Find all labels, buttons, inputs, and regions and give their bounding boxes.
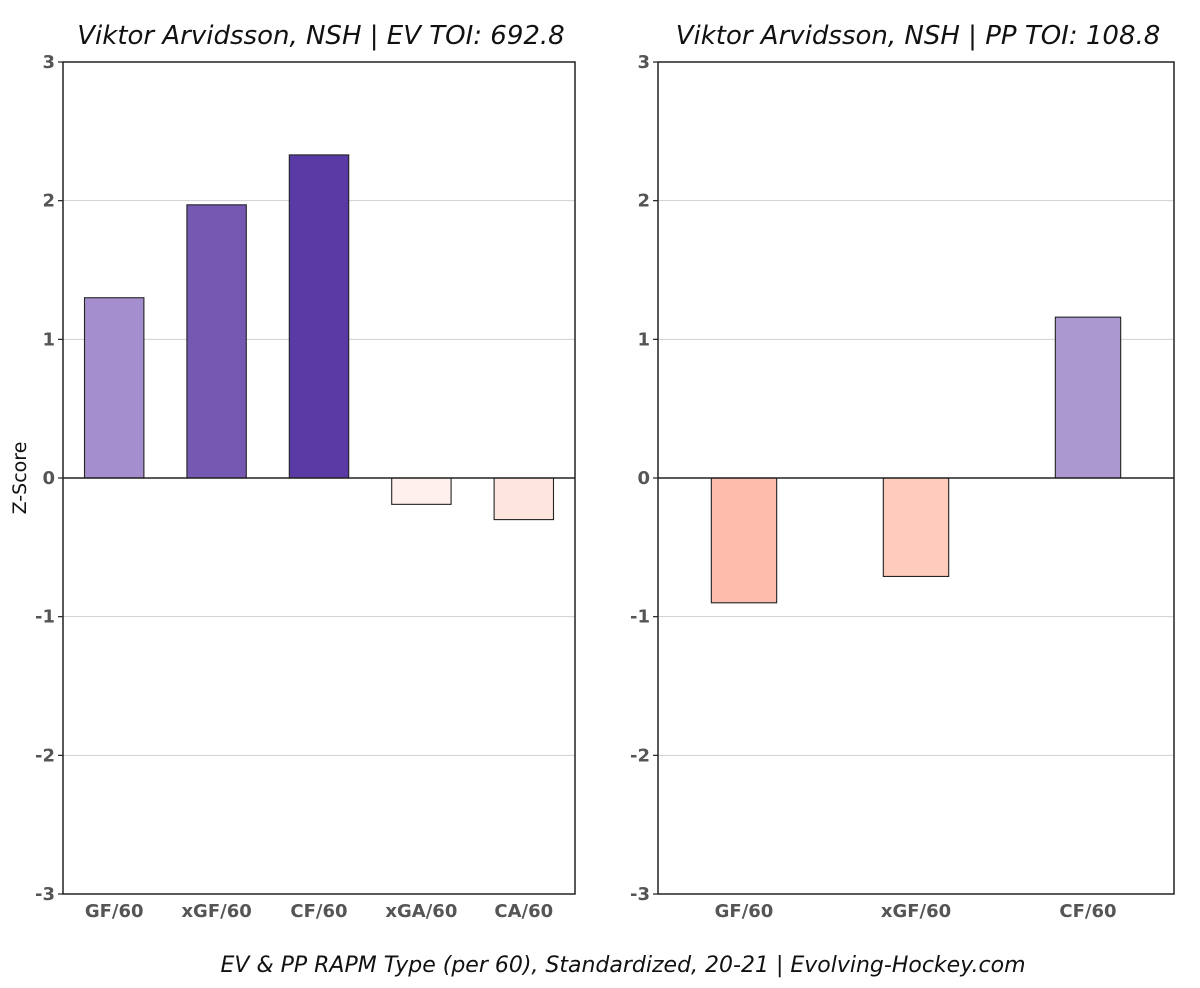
y-tick-label: -1 <box>630 607 650 628</box>
x-tick-label: CF/60 <box>1059 901 1116 922</box>
x-tick-label: GF/60 <box>715 901 774 922</box>
y-tick-label: 3 <box>42 52 55 73</box>
bar-xgf-per-60 <box>186 204 247 479</box>
y-tick-label: 1 <box>637 329 650 350</box>
y-tick-label: 2 <box>42 191 55 212</box>
x-tick-label: xGA/60 <box>385 901 457 922</box>
bar-gf-per-60 <box>710 477 778 604</box>
ev-rapm-panel: GF/60 xGF/60 CF/60 xGA/60 CA/60 -3 -2 -1 0 1 2 3 Vik… <box>9 21 576 922</box>
y-axis-label: Z-Score <box>9 442 31 515</box>
bar-cf-per-60 <box>1054 316 1122 479</box>
figure-caption: EV & PP RAPM Type (per 60), Standardized… <box>221 953 1026 978</box>
x-tick-label: xGF/60 <box>881 901 951 922</box>
y-tick-label: 0 <box>637 468 650 489</box>
y-tick-label: 2 <box>637 191 650 212</box>
pp-rapm-panel: GF/60 xGF/60 CF/60 -3 -2 -1 0 1 2 3 Viktor Arvidss… <box>630 21 1175 922</box>
chart-title: Viktor Arvidsson, NSH | EV TOI: 692.8 <box>77 21 564 51</box>
y-tick-label: -1 <box>35 607 55 628</box>
y-tick-label: 1 <box>42 329 55 350</box>
bar-xga-per-60 <box>391 477 452 505</box>
y-tick-label: -2 <box>35 745 55 766</box>
y-tick-label: 3 <box>637 52 650 73</box>
y-tick-label: -2 <box>630 745 650 766</box>
bar-cf-per-60 <box>288 154 350 479</box>
x-tick-label: GF/60 <box>85 901 144 922</box>
chart-title: Viktor Arvidsson, NSH | PP TOI: 108.8 <box>676 21 1161 51</box>
x-tick-label: CA/60 <box>494 901 553 922</box>
x-tick-label: xGF/60 <box>181 901 251 922</box>
bar-xgf-per-60 <box>882 477 950 578</box>
x-tick-label: CF/60 <box>290 901 347 922</box>
y-tick-label: 0 <box>42 468 55 489</box>
y-tick-label: -3 <box>35 884 55 905</box>
y-tick-label: -3 <box>630 884 650 905</box>
bar-ca-per-60 <box>493 477 555 521</box>
bar-gf-per-60 <box>83 297 145 479</box>
